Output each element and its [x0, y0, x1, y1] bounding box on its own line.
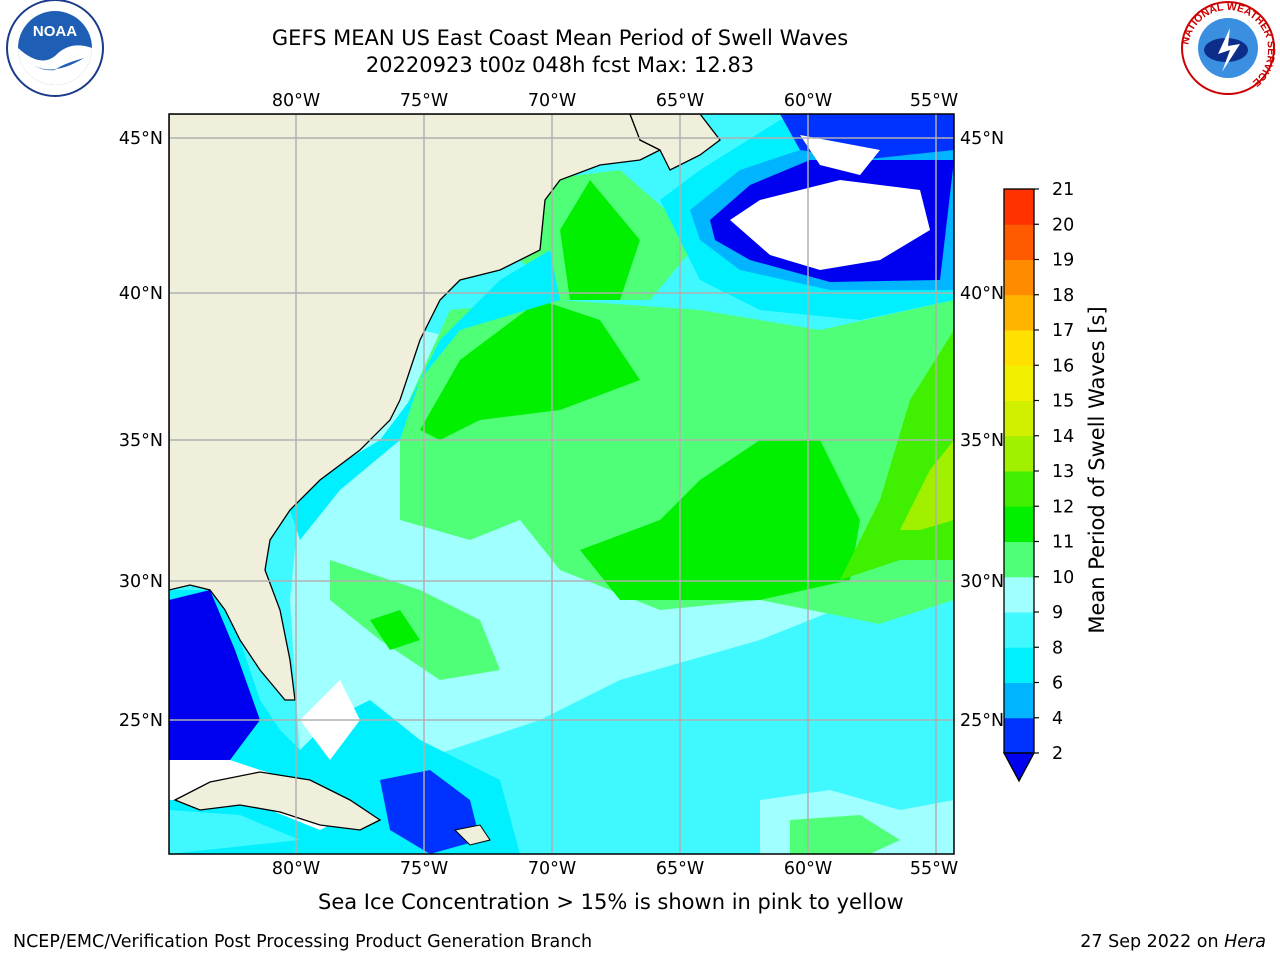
colorbar-segment	[1004, 541, 1034, 578]
lon-labels-top: 80°W 75°W 70°W 65°W 60°W 55°W	[272, 91, 958, 111]
lat-label: 40°N	[119, 284, 163, 304]
colorbar-tick-label: 17	[1052, 321, 1074, 341]
colorbar-tick-label: 10	[1052, 568, 1074, 588]
swell-10-11-north	[560, 180, 640, 300]
usa-land	[169, 114, 662, 701]
swell-2-4-caribbean	[380, 770, 480, 854]
swell-10-11-bahamas	[370, 610, 420, 650]
colorbar-tick-label: 6	[1052, 674, 1063, 694]
swell-6-8-southwest	[169, 810, 300, 854]
map-frame	[168, 113, 955, 855]
colorbar-segment	[1004, 330, 1034, 366]
colorbar-tick-label: 19	[1052, 251, 1074, 271]
branch-credit: NCEP/EMC/Verification Post Processing Pr…	[13, 932, 593, 952]
colorbar-segment	[1004, 506, 1034, 542]
colorbar-tick-label: 2	[1052, 744, 1063, 764]
run-date: 27 Sep 2022 on Hera	[1080, 932, 1266, 952]
colorbar-segment	[1004, 189, 1034, 225]
swell-9-10-south	[790, 815, 900, 854]
nws-logo: NATIONAL WEATHER SERVICE	[1179, 1, 1277, 95]
map-subtitle: 20220923 t00z 048h fcst Max: 12.83	[365, 53, 755, 77]
noaa-logo: NOAA	[6, 0, 104, 97]
lon-labels-bottom: 80°W 75°W 70°W 65°W 60°W 55°W	[272, 859, 958, 879]
lon-label: 65°W	[656, 91, 704, 111]
lon-label: 75°W	[400, 859, 448, 879]
colorbar-segment	[1004, 717, 1034, 754]
colorbar-segment	[1004, 400, 1034, 437]
hispaniola-land	[453, 824, 491, 846]
cuba-land	[173, 771, 382, 831]
colorbar-tick-label: 9	[1052, 603, 1063, 623]
coastal-4-6-band	[290, 250, 560, 540]
svg-text:NOAA: NOAA	[33, 23, 77, 40]
swell-6-8-south	[520, 600, 954, 854]
colorbar-segment	[1004, 471, 1034, 507]
colorbar-segment	[1004, 365, 1034, 401]
colorbar-segment	[1004, 612, 1034, 648]
colorbar-label: Mean Period of Swell Waves [s]	[1085, 306, 1109, 634]
swell-12-13-east	[900, 440, 954, 530]
colorbar-extend-arrow	[1002, 752, 1036, 783]
lat-labels-left: 45°N 40°N 35°N 30°N 25°N	[119, 129, 163, 731]
colorbar-tick-label: 12	[1052, 497, 1074, 517]
lon-label: 65°W	[656, 859, 704, 879]
lon-label: 80°W	[272, 91, 320, 111]
map-gridlines	[169, 114, 954, 854]
colorbar-tick-label: 14	[1052, 427, 1074, 447]
lon-label: 60°W	[784, 859, 832, 879]
colorbar-segment	[1004, 647, 1034, 683]
lon-label: 75°W	[400, 91, 448, 111]
sea-ice-note: Sea Ice Concentration > 15% is shown in …	[318, 890, 904, 914]
lat-label: 45°N	[960, 129, 1004, 149]
colorbar-tick-label: 18	[1052, 286, 1074, 306]
gulf-low-period	[169, 590, 260, 760]
lat-label: 35°N	[960, 431, 1004, 451]
colorbar-segment	[1004, 259, 1034, 296]
colorbar: 2 4 6 8 9 10 11 12 13 14 15 16 17 18 19 20 21	[1002, 180, 1074, 783]
swell-10-11-central	[580, 440, 860, 600]
colorbar-tick-label: 21	[1052, 180, 1074, 200]
machine-name: Hera	[1224, 932, 1266, 952]
swell-9-10-bahamas	[330, 560, 500, 680]
lon-label: 55°W	[910, 91, 958, 111]
lat-label: 30°N	[960, 572, 1004, 592]
lat-label: 25°N	[119, 711, 163, 731]
colorbar-segment	[1004, 576, 1034, 613]
lat-labels-right: 45°N 40°N 35°N 30°N 25°N	[960, 129, 1004, 731]
colorbar-tick-label: 11	[1052, 533, 1074, 553]
no-data-top	[800, 135, 880, 175]
colorbar-segment	[1004, 224, 1034, 260]
colorbar-tick-label: 16	[1052, 356, 1074, 376]
lon-label: 70°W	[528, 859, 576, 879]
map-plot	[169, 114, 954, 854]
nova-scotia-land	[629, 114, 721, 171]
lat-label: 45°N	[119, 129, 163, 149]
lon-label: 80°W	[272, 859, 320, 879]
colorbar-tick-label: 15	[1052, 392, 1074, 412]
colorbar-segment	[1004, 294, 1034, 331]
lon-label: 70°W	[528, 91, 576, 111]
map-title: GEFS MEAN US East Coast Mean Period of S…	[271, 26, 849, 50]
lat-label: 30°N	[119, 572, 163, 592]
lat-label: 25°N	[960, 711, 1004, 731]
lat-label: 40°N	[960, 284, 1004, 304]
colorbar-tick-label: 4	[1052, 709, 1063, 729]
lon-label: 60°W	[784, 91, 832, 111]
colorbar-tick-label: 13	[1052, 462, 1074, 482]
no-data-northeast	[730, 180, 930, 270]
colorbar-segment	[1004, 682, 1034, 719]
swell-10-11-west	[420, 300, 640, 440]
lon-label: 55°W	[910, 859, 958, 879]
colorbar-tick-label: 8	[1052, 638, 1063, 658]
lat-label: 35°N	[119, 431, 163, 451]
colorbar-segment	[1004, 435, 1034, 472]
colorbar-tick-label: 20	[1052, 215, 1074, 235]
